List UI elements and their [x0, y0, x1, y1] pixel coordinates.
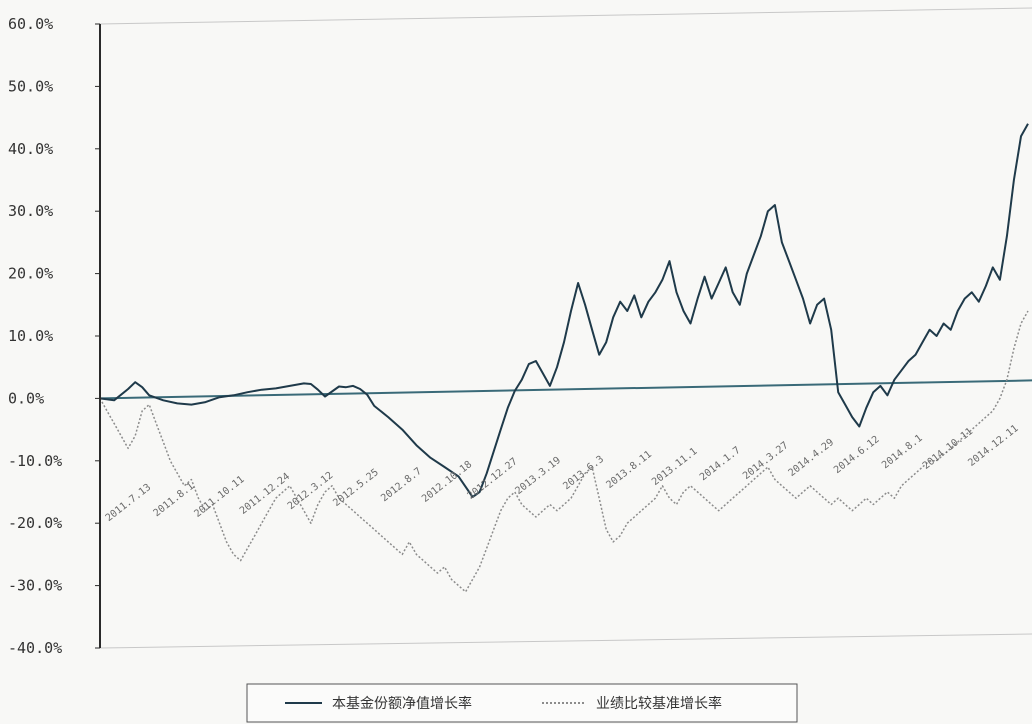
plot-frame — [99, 7, 1032, 649]
x-tick-label: 2011.8.1 — [152, 481, 197, 519]
x-tick-label: 2014.3.27 — [741, 440, 790, 482]
y-tick-label: 60.0% — [8, 15, 53, 33]
y-tick-label: 50.0% — [8, 77, 53, 95]
x-tick-label: 2014.8.1 — [880, 433, 925, 471]
x-tick-label: 2012.5.25 — [331, 467, 380, 509]
series-line-fund — [99, 123, 1029, 498]
y-axis: 60.0% 50.0% 40.0% 30.0% 20.0% 10.0% 0.0% -10.0%… — [8, 15, 101, 657]
x-tick-label: 2011.12.24 — [238, 471, 292, 517]
x-tick-label: 2014.10.11 — [921, 426, 975, 472]
x-tick-label: 2011.10.11 — [192, 474, 246, 520]
x-tick-label: 2014.6.12 — [832, 434, 881, 476]
legend: 本基金份额净值增长率 业绩比较基准增长率 — [246, 683, 798, 723]
x-tick-label: 2012.8.7 — [379, 466, 424, 504]
plot-bottom-border — [99, 633, 1032, 649]
x-tick-label: 2012.10.18 — [420, 459, 474, 505]
x-tick-label: 2013.11.1 — [650, 446, 699, 488]
legend-benchmark-label: 业绩比较基准增长率 — [596, 695, 722, 712]
legend-fund-label: 本基金份额净值增长率 — [332, 695, 472, 712]
y-tick-label: -40.0% — [8, 639, 62, 657]
y-tick-label: 30.0% — [8, 202, 53, 220]
x-tick-label: 2013.6.3 — [561, 454, 606, 492]
legend-box — [246, 683, 798, 723]
series-line-benchmark — [99, 310, 1029, 593]
x-tick-label: 2012.12.27 — [466, 456, 520, 502]
y-tick-label: -10.0% — [8, 452, 62, 470]
x-tick-label: 2014.1.7 — [698, 445, 743, 483]
y-tick-label: 40.0% — [8, 140, 53, 158]
x-tick-label: 2013.3.19 — [513, 455, 562, 497]
zero-baseline — [99, 379, 1032, 400]
series-group — [99, 123, 1029, 593]
zero-line — [99, 379, 1032, 400]
y-tick-label: 20.0% — [8, 265, 53, 283]
x-tick-label: 2014.12.11 — [966, 423, 1020, 469]
y-tick-label: -20.0% — [8, 514, 62, 532]
y-tick-label: 0.0% — [8, 389, 44, 407]
y-tick-label: -30.0% — [8, 577, 62, 595]
x-tick-label: 2011.7.13 — [104, 482, 153, 524]
y-tick-label: 10.0% — [8, 327, 53, 345]
x-tick-label: 2014.4.29 — [787, 437, 836, 479]
plot-top-border — [99, 7, 1032, 25]
x-tick-label: 2013.8.11 — [605, 449, 654, 491]
